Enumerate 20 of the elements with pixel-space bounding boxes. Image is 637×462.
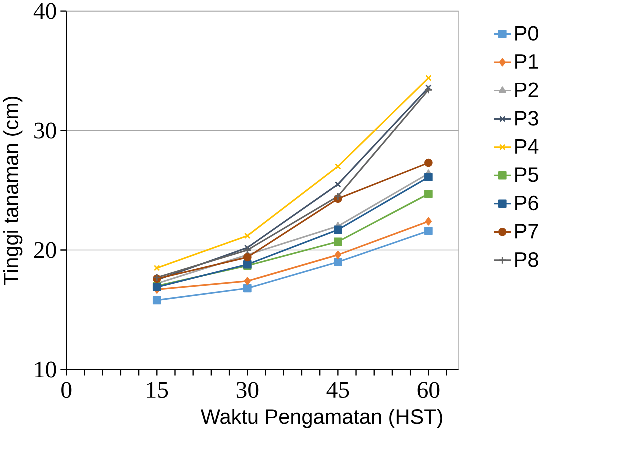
legend-label: P2	[516, 82, 538, 98]
x-tick-label: 0	[62, 382, 72, 398]
y-tick-label: 40	[34, 3, 56, 20]
y-tick-label: 30	[34, 122, 56, 139]
legend-label: P4	[516, 140, 539, 154]
y-tick-label: 20	[34, 242, 56, 258]
legend-label: P0	[516, 26, 538, 42]
legend-label: P7	[516, 224, 538, 239]
x-tick-label: 60	[418, 382, 440, 398]
legend-label: P8	[516, 252, 538, 268]
y-axis-title: Tinggi tanaman (cm)	[3, 97, 23, 286]
legend-label: P3	[516, 111, 538, 126]
x-tick-label: 30	[236, 382, 259, 398]
x-tick-label: 45	[326, 382, 350, 398]
legend-label: P6	[516, 196, 538, 211]
y-tick-label: 10	[36, 362, 56, 378]
x-axis-title: Waktu Pengamatan (HST)	[200, 409, 442, 428]
legend-label: P1	[516, 54, 538, 70]
legend-label: P5	[516, 168, 538, 182]
x-tick-label: 15	[147, 382, 168, 398]
